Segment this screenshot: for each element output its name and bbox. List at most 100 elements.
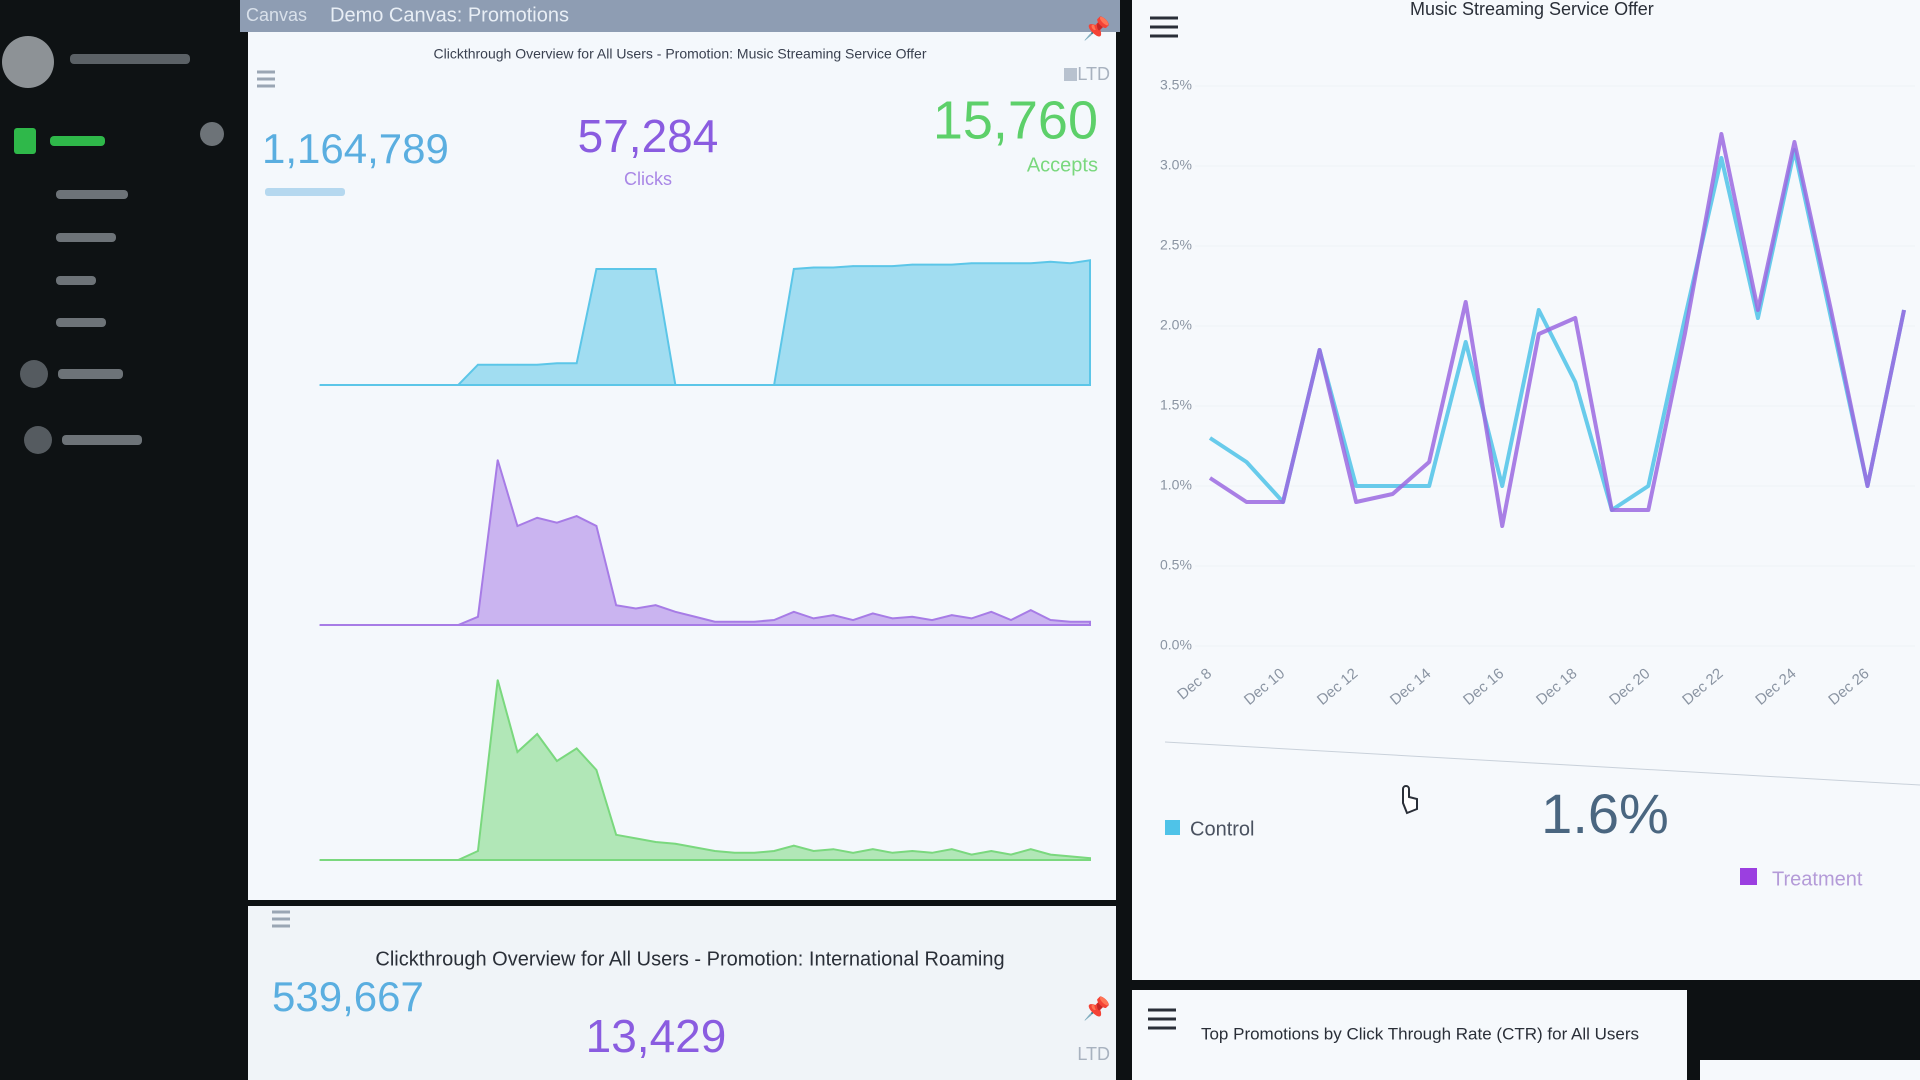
data-point — [832, 848, 835, 850]
avatar[interactable] — [2, 36, 54, 88]
data-point — [358, 624, 361, 626]
legend-swatch — [1740, 868, 1757, 885]
data-point — [556, 521, 558, 524]
breadcrumb-bar — [240, 0, 1120, 32]
data-point — [378, 384, 381, 386]
data-point — [516, 525, 519, 527]
clicks-label: Clicks — [624, 169, 672, 189]
data-point — [615, 268, 617, 270]
data-point — [1069, 855, 1072, 858]
data-point — [1010, 853, 1012, 856]
data-point — [319, 384, 321, 386]
data-point — [1029, 609, 1032, 611]
data-point — [694, 384, 696, 386]
data-point — [950, 263, 953, 266]
data-point — [398, 859, 400, 861]
data-point — [812, 266, 815, 269]
nav-item[interactable] — [56, 276, 96, 285]
clicks-value: 57,284 — [578, 110, 719, 162]
y-tick-label: 0.0% — [1160, 637, 1192, 653]
nav-badge — [200, 122, 224, 146]
data-point — [417, 624, 420, 626]
data-point — [417, 384, 420, 386]
menu-icon[interactable] — [257, 70, 275, 88]
user-email — [70, 54, 190, 64]
pin-icon[interactable]: 📌 — [1083, 995, 1110, 1021]
menu-icon[interactable] — [1150, 16, 1178, 38]
nav-item[interactable] — [56, 318, 106, 327]
menu-icon[interactable] — [1148, 1008, 1176, 1030]
data-point — [674, 611, 677, 613]
data-point — [1029, 262, 1032, 265]
data-point — [733, 384, 736, 386]
data-point — [674, 384, 677, 386]
data-point — [773, 850, 775, 852]
data-point — [911, 850, 914, 852]
data-point — [931, 263, 933, 266]
data-point — [950, 848, 953, 850]
panel-title: Music Streaming Service Offer — [1410, 0, 1654, 19]
data-point — [1069, 262, 1072, 265]
data-point — [832, 614, 835, 616]
y-tick-label: 3.0% — [1160, 157, 1192, 173]
divider — [1164, 741, 1920, 786]
data-point — [556, 760, 558, 762]
data-point — [891, 617, 894, 620]
data-point — [793, 268, 795, 270]
ltd-label: LTD — [1077, 1044, 1110, 1064]
nav-item[interactable] — [56, 233, 116, 242]
data-point — [595, 525, 598, 527]
breadcrumb-title: Demo Canvas: Promotions — [330, 4, 569, 26]
panel — [1700, 1060, 1920, 1080]
data-point — [575, 515, 578, 517]
y-tick-label: 2.0% — [1160, 317, 1192, 333]
nav-icon — [24, 426, 52, 454]
data-point — [1089, 857, 1091, 859]
data-point — [773, 384, 775, 386]
nav-item[interactable] — [56, 190, 128, 199]
breadcrumb-section[interactable]: Canvas — [246, 5, 307, 25]
data-point — [437, 859, 440, 861]
highlight-value: 1.6% — [1541, 782, 1669, 845]
data-point — [773, 619, 775, 621]
data-point — [714, 384, 716, 386]
sidebar — [0, 0, 240, 1080]
impressions-value: 539,667 — [272, 973, 424, 1020]
menu-icon[interactable] — [272, 910, 290, 928]
ltd-checkbox[interactable] — [1064, 68, 1077, 81]
area — [320, 679, 1091, 861]
accepts-label: Accepts — [1027, 154, 1098, 176]
data-point — [615, 834, 617, 836]
legend-label[interactable]: Treatment — [1772, 868, 1863, 890]
data-point — [891, 265, 894, 267]
data-point — [654, 604, 657, 606]
data-point — [654, 841, 657, 843]
data-point — [496, 459, 499, 461]
data-point — [477, 363, 479, 366]
data-point — [398, 624, 400, 626]
data-point — [970, 617, 973, 620]
data-point — [477, 850, 479, 852]
data-point — [654, 268, 657, 270]
nav-item[interactable] — [62, 435, 142, 445]
data-point — [1089, 259, 1091, 262]
data-point — [378, 859, 381, 861]
nav-item[interactable] — [50, 136, 105, 146]
pin-icon[interactable]: 📌 — [1083, 15, 1110, 41]
legend-label[interactable]: Control — [1190, 818, 1254, 840]
data-point — [990, 850, 993, 852]
data-point — [931, 619, 933, 621]
data-point — [1010, 262, 1012, 265]
data-point — [793, 844, 795, 847]
data-point — [457, 859, 460, 861]
data-point — [319, 624, 321, 626]
data-point — [872, 265, 874, 267]
panel — [1132, 990, 1687, 1080]
nav-item[interactable] — [58, 369, 123, 379]
panel — [248, 32, 1116, 900]
data-point — [733, 852, 736, 854]
data-point — [477, 615, 479, 618]
canvas-icon[interactable] — [14, 128, 36, 154]
data-point — [417, 859, 420, 861]
